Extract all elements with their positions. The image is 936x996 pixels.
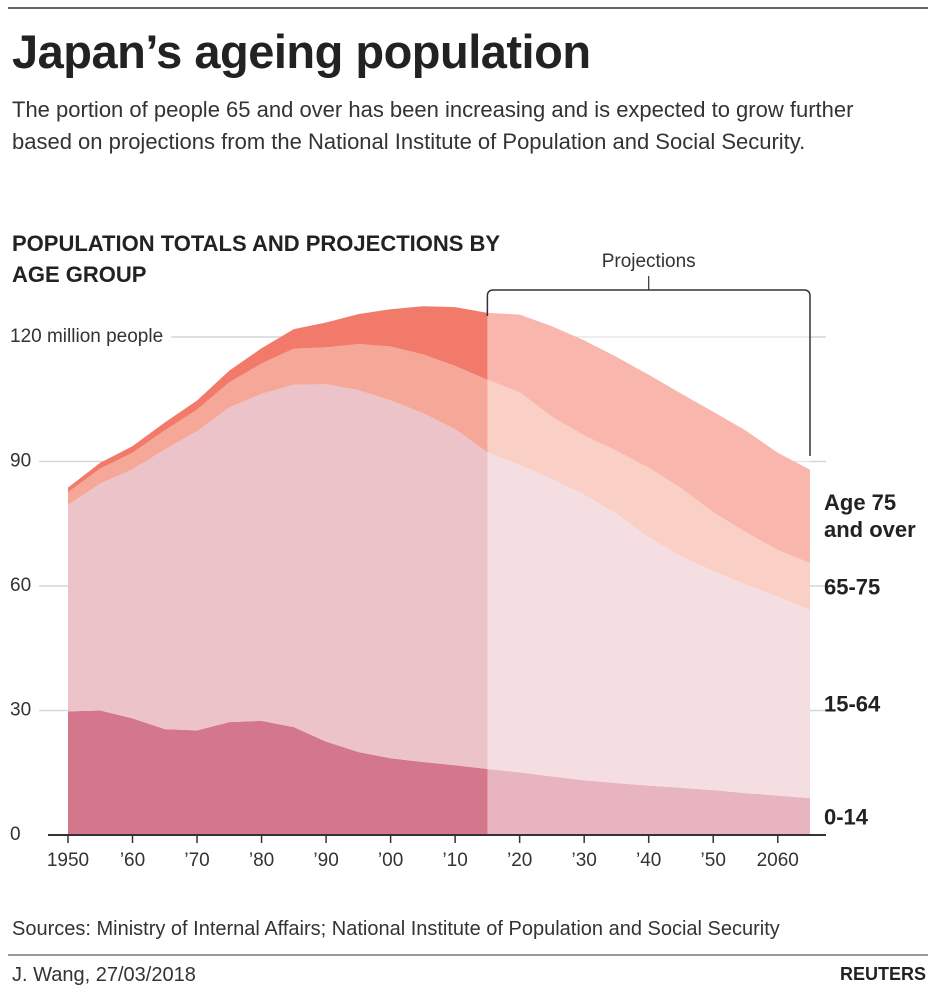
x-tick-label: ’90 — [313, 850, 338, 871]
area — [68, 710, 810, 835]
area — [68, 384, 810, 799]
x-tick-label: ’40 — [636, 850, 661, 871]
chart-title: POPULATION TOTALS AND PROJECTIONS BY AGE… — [12, 231, 500, 287]
x-tick-label: ’10 — [442, 850, 467, 871]
title: Japan’s ageing population — [12, 25, 591, 78]
y-tick-label: 0 — [10, 824, 21, 845]
source: Sources: Ministry of Internal Affairs; N… — [12, 918, 780, 940]
x-tick-label: ’80 — [249, 850, 274, 871]
series-label: Age 75 and over — [824, 490, 916, 543]
x-tick-label: 1950 — [47, 850, 89, 871]
projection-shade — [487, 295, 810, 835]
subtitle: The portion of people 65 and over has be… — [12, 97, 854, 154]
series-label: 15-64 — [824, 691, 881, 717]
x-tick-label: ’00 — [378, 850, 403, 871]
x-tick-label: ’20 — [507, 850, 532, 871]
brand: REUTERS — [839, 964, 926, 984]
y-tick-label: 60 — [10, 575, 31, 596]
area — [68, 306, 810, 564]
x-tick-label: 2060 — [757, 850, 799, 871]
x-tick-label: ’70 — [184, 850, 209, 871]
series-label: 65-75 — [824, 574, 881, 600]
y-tick-label: 90 — [10, 451, 31, 472]
annotation: Projections — [602, 251, 696, 272]
area — [68, 344, 810, 611]
x-tick-label: ’30 — [571, 850, 596, 871]
credit: J. Wang, 27/03/2018 — [12, 964, 196, 986]
y-tick-label: 30 — [10, 700, 31, 721]
y-tick-label: 120 million people — [10, 326, 163, 347]
x-tick-label: ’60 — [120, 850, 145, 871]
series-label: 0-14 — [824, 804, 869, 830]
x-tick-label: ’50 — [701, 850, 726, 871]
